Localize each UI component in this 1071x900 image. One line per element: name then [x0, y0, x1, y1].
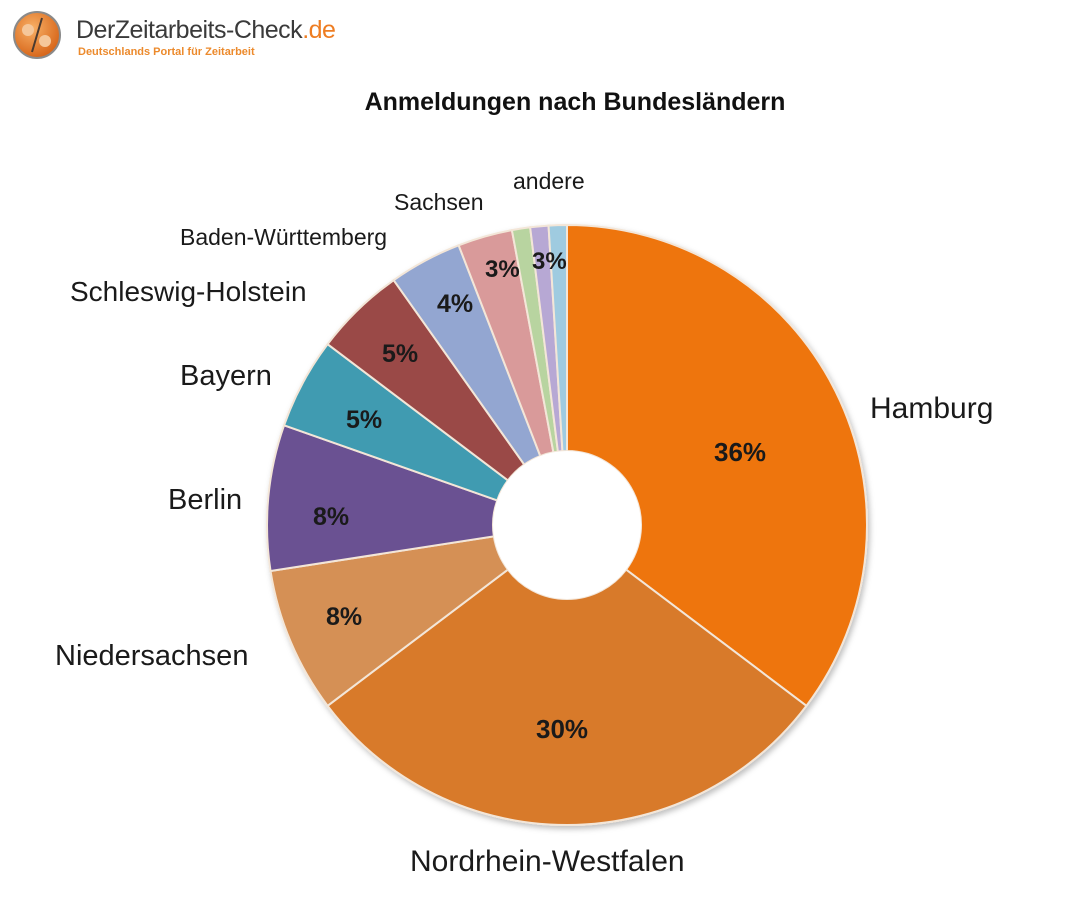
label-sachsen: Sachsen — [394, 189, 484, 215]
label-baden-wuerttemberg: Baden-Württemberg — [180, 224, 388, 250]
pct-bayern: 5% — [346, 406, 383, 434]
pct-baden-wuerttemberg: 4% — [437, 290, 474, 318]
pct-andere: 3% — [532, 248, 567, 275]
pct-niedersachsen: 8% — [326, 603, 363, 631]
site-logo: DerZeitarbeits-Check.de Deutschlands Por… — [8, 6, 336, 64]
pct-nrw: 30% — [536, 714, 589, 744]
logo-gear-icon — [13, 11, 61, 59]
pct-hamburg: 36% — [714, 437, 767, 467]
label-bayern: Bayern — [180, 360, 272, 392]
pct-berlin: 8% — [313, 503, 350, 531]
label-hamburg: Hamburg — [870, 392, 994, 425]
label-andere: andere — [513, 168, 585, 194]
pct-schleswig-holstein: 5% — [382, 340, 419, 368]
donut-hole — [493, 451, 641, 599]
pct-sachsen: 3% — [485, 256, 520, 283]
label-schleswig-holstein: Schleswig-Holstein — [70, 276, 307, 307]
label-niedersachsen: Niedersachsen — [55, 640, 249, 672]
logo-subtitle: Deutschlands Portal für Zeitarbeit — [78, 46, 255, 58]
label-nordrhein-westfalen: Nordrhein-Westfalen — [410, 845, 685, 878]
label-berlin: Berlin — [168, 484, 243, 516]
chart-title: Anmeldungen nach Bundesländern — [364, 88, 786, 116]
logo-title: DerZeitarbeits-Check.de — [76, 16, 336, 44]
